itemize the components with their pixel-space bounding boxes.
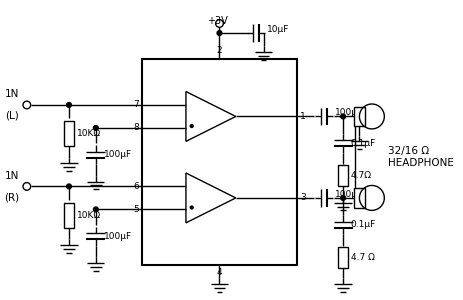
Circle shape <box>340 196 345 200</box>
Circle shape <box>340 114 345 119</box>
Text: 10KΩ: 10KΩ <box>76 211 100 220</box>
Text: 8: 8 <box>133 124 139 133</box>
Text: 6: 6 <box>133 182 139 191</box>
Text: 4.7 Ω: 4.7 Ω <box>350 253 374 262</box>
Text: +3V: +3V <box>207 16 227 26</box>
Text: 1N: 1N <box>4 89 19 99</box>
Text: 4.7Ω: 4.7Ω <box>350 171 371 180</box>
Text: 10μF: 10μF <box>267 25 289 34</box>
Text: 100μF: 100μF <box>335 108 363 117</box>
Text: (L): (L) <box>5 111 19 121</box>
Text: 100μF: 100μF <box>103 150 131 159</box>
Text: (R): (R) <box>4 192 19 202</box>
Bar <box>353 188 364 208</box>
Text: 2: 2 <box>216 46 222 55</box>
Bar <box>337 247 348 268</box>
Circle shape <box>93 207 98 212</box>
Text: 100μF: 100μF <box>335 190 363 199</box>
Text: 0.1μF: 0.1μF <box>350 220 375 229</box>
Text: 1: 1 <box>300 112 305 121</box>
Text: 1N: 1N <box>4 171 19 181</box>
Bar <box>63 203 74 228</box>
Text: 7: 7 <box>133 100 139 109</box>
Bar <box>63 121 74 146</box>
Circle shape <box>93 126 98 130</box>
Bar <box>337 165 348 186</box>
Text: 5: 5 <box>133 205 139 214</box>
Text: 100μF: 100μF <box>103 232 131 241</box>
Circle shape <box>190 124 193 128</box>
Bar <box>142 59 296 265</box>
Text: 3: 3 <box>300 194 305 202</box>
Text: 4: 4 <box>216 268 222 277</box>
Circle shape <box>67 184 71 189</box>
Circle shape <box>190 206 193 209</box>
Bar <box>353 107 364 126</box>
Circle shape <box>67 103 71 107</box>
Text: 32/16 Ω
HEADPHONE: 32/16 Ω HEADPHONE <box>388 146 453 167</box>
Circle shape <box>217 31 221 35</box>
Text: 0.1μF: 0.1μF <box>350 139 375 148</box>
Text: 10KΩ: 10KΩ <box>76 129 100 138</box>
